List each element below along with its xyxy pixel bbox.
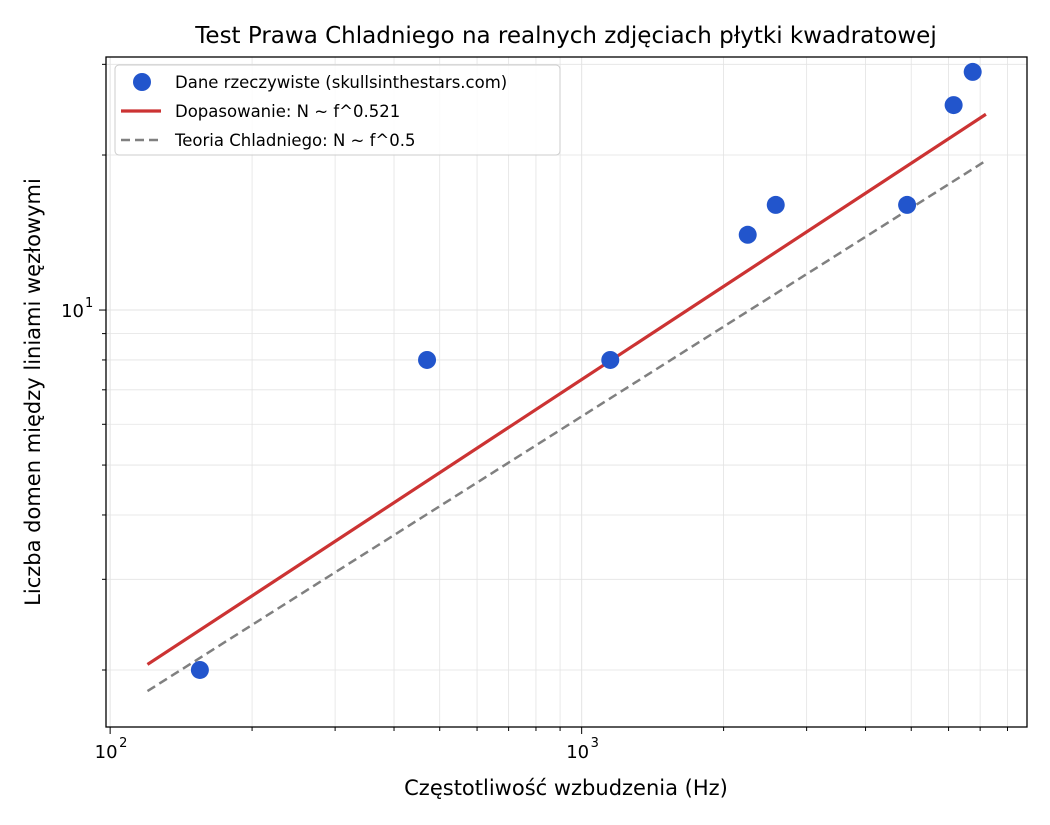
y-tick-label: 10: [61, 301, 84, 322]
x-tick-label: 10: [95, 742, 118, 763]
data-point: [766, 195, 785, 214]
x-tick-label: 10: [566, 742, 589, 763]
fit-line: [146, 112, 987, 666]
y-tick-label-exponent: 1: [85, 296, 93, 311]
data-point: [738, 225, 757, 244]
data-point: [963, 62, 982, 81]
y-axis-label: Liczba domen między liniami węzłowymi: [21, 178, 45, 606]
x-tick-label-exponent: 2: [119, 736, 127, 751]
plot-series: [146, 62, 987, 693]
plot-frame: [105, 56, 1028, 728]
theory-line: [146, 159, 987, 693]
legend-symbol: [133, 73, 151, 91]
x-tick-label-exponent: 3: [591, 736, 599, 751]
chart-title: Test Prawa Chladniego na realnych zdjęci…: [194, 23, 936, 49]
grid-lines: [106, 57, 1027, 727]
data-point: [601, 350, 620, 369]
x-axis-label: Częstotliwość wzbudzenia (Hz): [404, 776, 728, 800]
legend-label: Dane rzeczywiste (skullsinthestars.com): [175, 73, 507, 92]
data-point: [944, 96, 963, 115]
legend-label: Dopasowanie: N ~ f^0.521: [175, 102, 400, 121]
legend-box: [114, 64, 561, 156]
data-point: [190, 660, 209, 679]
data-point: [898, 195, 917, 214]
legend-label: Teoria Chladniego: N ~ f^0.5: [174, 131, 416, 150]
legend: Dane rzeczywiste (skullsinthestars.com) D…: [114, 64, 561, 156]
data-point: [418, 350, 437, 369]
